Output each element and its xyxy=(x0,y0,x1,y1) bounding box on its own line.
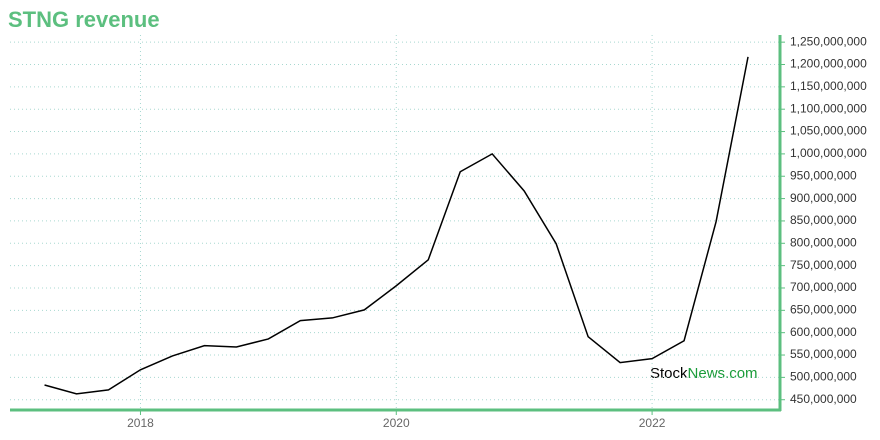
y-tick-label: 1,200,000,000 xyxy=(790,57,867,71)
y-tick-label: 1,050,000,000 xyxy=(790,124,867,138)
y-tick-label: 700,000,000 xyxy=(790,280,857,294)
y-tick-label: 750,000,000 xyxy=(790,258,857,272)
y-tick-label: 1,100,000,000 xyxy=(790,101,867,115)
y-tick-label: 450,000,000 xyxy=(790,392,857,406)
y-tick-label: 900,000,000 xyxy=(790,191,857,205)
y-tick-label: 950,000,000 xyxy=(790,168,857,182)
y-tick-label: 550,000,000 xyxy=(790,347,857,361)
y-tick-label: 600,000,000 xyxy=(790,325,857,339)
line-series xyxy=(44,56,749,395)
watermark-news: News.com xyxy=(688,365,758,382)
y-tick-label: 850,000,000 xyxy=(790,213,857,227)
y-tick-label: 1,150,000,000 xyxy=(790,79,867,93)
y-tick-label: 500,000,000 xyxy=(790,370,857,384)
y-tick-label: 800,000,000 xyxy=(790,235,857,249)
x-tick-label: 2022 xyxy=(639,416,666,430)
y-tick-label: 1,000,000,000 xyxy=(790,146,867,160)
x-tick-label: 2018 xyxy=(127,416,154,430)
x-tick-label: 2020 xyxy=(383,416,410,430)
y-tick-label: 650,000,000 xyxy=(790,302,857,316)
watermark-stock: Stock xyxy=(650,365,688,382)
chart-title: STNG revenue xyxy=(8,7,160,32)
y-tick-label: 1,250,000,000 xyxy=(790,34,867,48)
watermark: StockNews.com xyxy=(650,365,758,382)
